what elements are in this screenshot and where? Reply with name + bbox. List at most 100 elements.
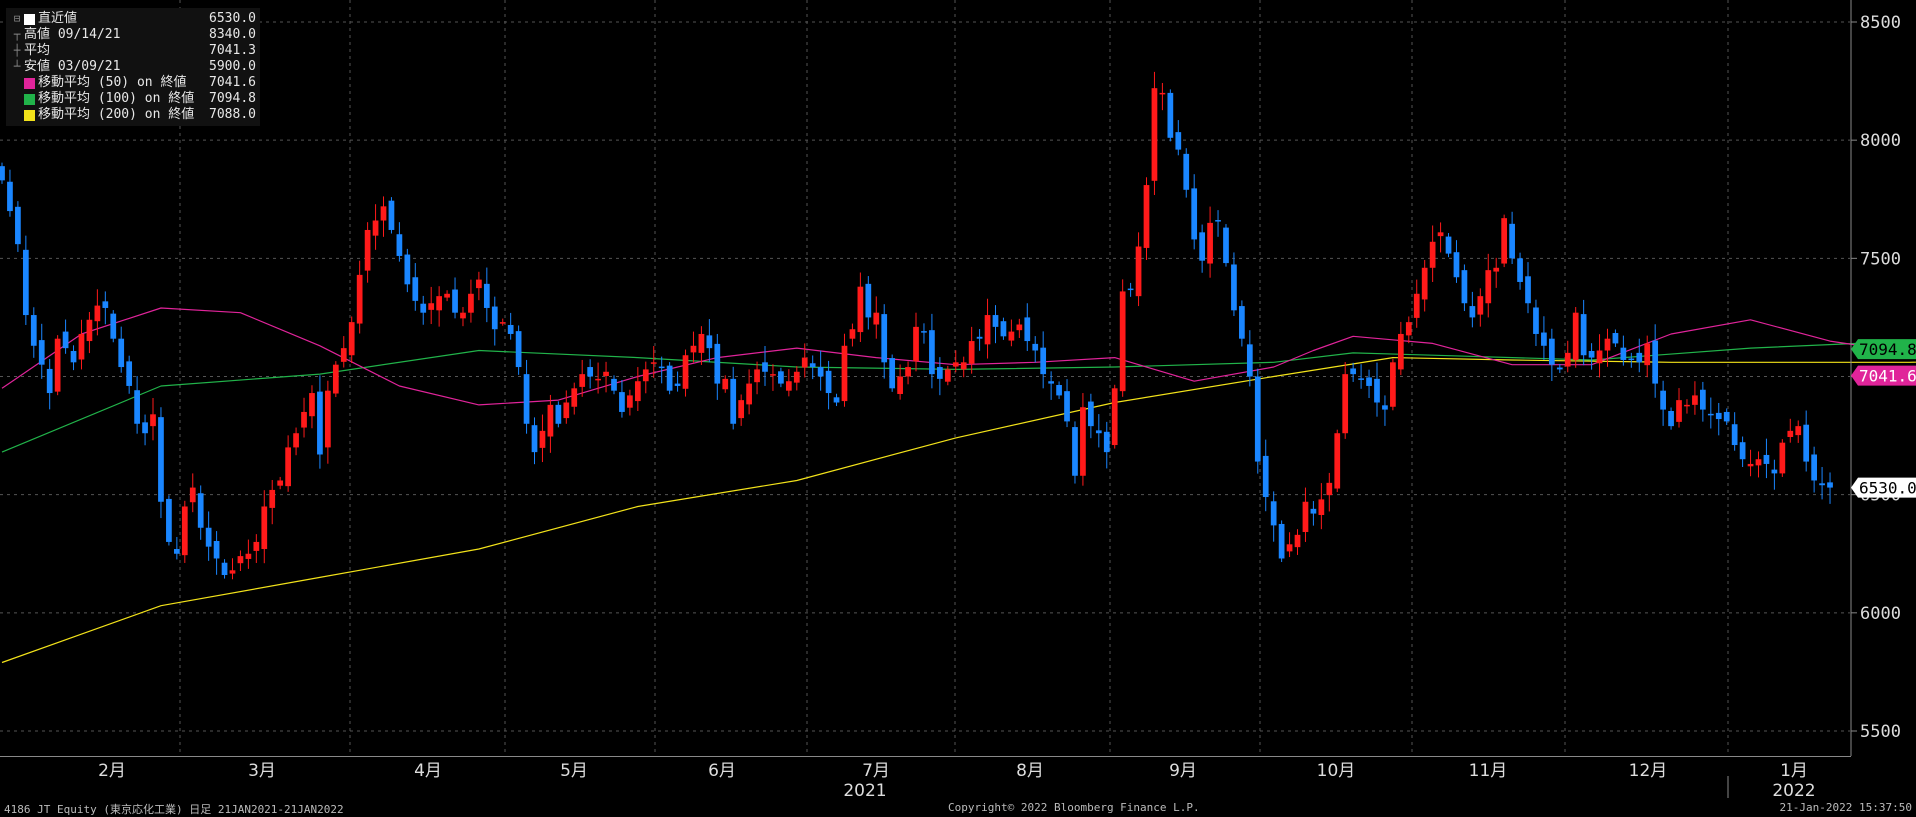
legend-label-average: 平均 — [24, 43, 51, 58]
candle-body — [579, 374, 586, 387]
candle-body — [849, 329, 856, 339]
legend-row-ma50: 移動平均 (50) on 終値 7041.6 — [10, 75, 256, 91]
x-month-label: 2月 — [98, 761, 126, 781]
x-year-label: 2021 — [843, 781, 886, 800]
candle-body — [277, 480, 284, 486]
legend-row-ma100: 移動平均 (100) on 終値 7094.8 — [10, 91, 256, 107]
x-month-label: 10月 — [1317, 761, 1356, 781]
candle-body — [1270, 501, 1277, 526]
legend-label-ma100: 移動平均 (100) on 終値 — [38, 91, 195, 106]
candle-body — [770, 374, 776, 376]
last-value-tag-text: 6530.0 — [1859, 479, 1916, 498]
candle-body — [682, 355, 689, 389]
tree-glyph: ┬ — [13, 28, 21, 41]
candle-body — [54, 338, 61, 392]
candle-body — [134, 390, 140, 424]
x-month-label: 8月 — [1016, 761, 1044, 781]
candle-body — [706, 335, 713, 349]
candle-body — [571, 388, 578, 407]
candle-body — [1032, 343, 1039, 351]
candle-body — [436, 296, 442, 311]
footer-bar: 4186 JT Equity (東京応化工業) 日足 21JAN2021-21J… — [0, 799, 1916, 816]
candle-body — [627, 395, 633, 408]
candlesticks — [0, 71, 1833, 580]
candle-body — [1803, 424, 1810, 462]
candle-body — [952, 362, 959, 367]
x-year-label: 2022 — [1772, 781, 1815, 800]
candle-body — [1016, 324, 1023, 331]
candle-body — [1326, 482, 1333, 496]
candle-body — [1461, 270, 1468, 304]
candle-body — [1231, 264, 1237, 311]
candle-body — [587, 367, 594, 377]
y-tick-label: 8500 — [1860, 13, 1901, 33]
y-tick-label: 7500 — [1860, 249, 1901, 269]
candle-body — [1477, 296, 1484, 315]
candle-body — [889, 358, 896, 389]
x-month-label: 12月 — [1629, 761, 1668, 781]
candle-body — [1024, 317, 1031, 342]
candle-body — [1310, 508, 1317, 514]
candle-body — [547, 404, 554, 437]
candle-body — [690, 345, 697, 353]
candle-body — [1040, 347, 1047, 375]
legend-label-ma200: 移動平均 (200) on 終値 — [38, 107, 195, 122]
tree-glyph: ┴ — [13, 60, 21, 73]
legend-swatch-ma50 — [24, 77, 35, 89]
candle-body — [555, 404, 562, 424]
x-month-label: 11月 — [1469, 761, 1508, 781]
candle-body — [205, 527, 212, 547]
candle-body — [1111, 388, 1118, 446]
candle-body — [476, 279, 482, 289]
tree-glyph: ┼ — [13, 44, 21, 57]
candle-body — [595, 378, 601, 381]
candle-body — [674, 383, 681, 386]
candle-body — [1366, 377, 1372, 386]
last-value-labels: 7094.8 7041.6 6530.0 — [1851, 339, 1916, 498]
candle-body — [1723, 411, 1730, 422]
candle-body — [245, 553, 252, 559]
candle-body — [126, 361, 133, 386]
candle-body — [1334, 433, 1341, 489]
candle-body — [317, 391, 323, 455]
candle-body — [1660, 390, 1666, 410]
candle-body — [1127, 288, 1134, 291]
candle-body — [118, 338, 125, 368]
x-month-label: 3月 — [248, 761, 276, 781]
candle-body — [173, 549, 180, 554]
candle-body — [158, 417, 164, 502]
candle-body — [78, 333, 85, 360]
x-month-label: 5月 — [560, 761, 588, 781]
candle-body — [960, 362, 967, 370]
last-value-tag: 6530.0 — [1851, 477, 1916, 498]
candle-body — [1556, 367, 1563, 370]
last-value-tag: 7041.6 — [1851, 365, 1916, 386]
candle-body — [913, 326, 919, 362]
candle-body — [929, 330, 935, 375]
candle-body — [1636, 352, 1643, 363]
candle-body — [380, 206, 387, 221]
legend-value-ma200: 7088.0 — [209, 107, 256, 122]
candle-body — [1286, 544, 1293, 552]
candle-body — [1580, 314, 1587, 356]
candle-body — [984, 315, 991, 345]
candle-body — [404, 254, 411, 285]
candle-body — [1811, 454, 1817, 481]
candle-body — [142, 422, 148, 434]
x-month-label: 7月 — [862, 761, 890, 781]
last-value-tag-bg — [1851, 339, 1916, 360]
candle-body — [1453, 252, 1460, 278]
candle-body — [1612, 333, 1619, 344]
candle-body — [603, 371, 609, 377]
candle-body — [531, 425, 538, 453]
candle-body — [714, 343, 721, 384]
candle-body — [1548, 338, 1555, 365]
last-value-tag-text: 7041.6 — [1859, 367, 1916, 386]
candle-body — [746, 383, 752, 405]
legend-swatch-ma100 — [24, 93, 35, 105]
legend-value-ma50: 7041.6 — [209, 75, 256, 90]
legend-row-last: ⊟ 直近値 6530.0 — [10, 11, 256, 27]
candle-body — [611, 378, 617, 391]
candle-body — [420, 303, 427, 313]
x-month-label: 4月 — [414, 761, 442, 781]
